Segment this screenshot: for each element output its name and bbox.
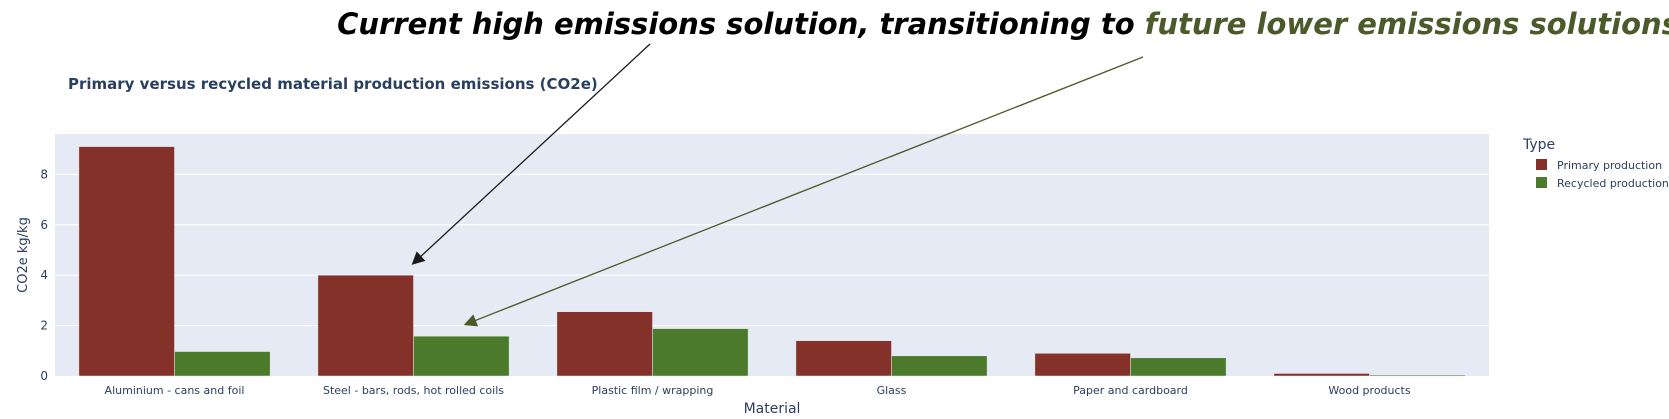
- bar-primary[interactable]: [317, 274, 414, 377]
- x-tick-label: Steel - bars, rods, hot rolled coils: [323, 384, 504, 397]
- x-tick-labels: Aluminium - cans and foil Steel - bars, r…: [105, 384, 1411, 397]
- grid-lines: [55, 173, 1489, 327]
- bar-primary[interactable]: [78, 146, 175, 377]
- bar-primary[interactable]: [1273, 373, 1370, 377]
- y-tick-label: 4: [40, 268, 48, 282]
- x-tick-label: Wood products: [1328, 384, 1410, 397]
- x-tick-label: Aluminium - cans and foil: [105, 384, 245, 397]
- bar-recycled[interactable]: [413, 335, 510, 377]
- legend-swatch[interactable]: [1536, 177, 1547, 188]
- legend-item-label[interactable]: Recycled production: [1557, 177, 1669, 190]
- x-tick-label: Paper and cardboard: [1073, 384, 1188, 397]
- y-tick-label: 2: [40, 319, 48, 333]
- y-axis-label: CO2e kg/kg: [16, 217, 31, 293]
- legend-item-label[interactable]: Primary production: [1557, 159, 1662, 172]
- y-tick-label: 0: [40, 369, 48, 383]
- plot-area: [55, 134, 1489, 376]
- x-axis-label: Material: [744, 401, 801, 417]
- bar-recycled[interactable]: [652, 328, 749, 377]
- annotation-arrow: [463, 56, 1144, 327]
- y-tick-label: 6: [40, 218, 48, 232]
- legend-swatch[interactable]: [1536, 159, 1547, 170]
- headline-annotation: Current high emissions solution, transit…: [337, 7, 1669, 41]
- annotation-arrows: [411, 43, 1144, 327]
- bar-recycled[interactable]: [1130, 357, 1227, 377]
- bar-primary[interactable]: [1034, 353, 1131, 377]
- x-tick-label: Glass: [877, 384, 907, 397]
- bars: [78, 146, 1466, 377]
- bar-recycled[interactable]: [891, 355, 988, 377]
- bar-primary[interactable]: [556, 311, 653, 377]
- annotation-arrow: [411, 43, 651, 265]
- y-tick-label: 8: [40, 167, 48, 181]
- headline-part2: future lower emissions solutions: [1145, 7, 1669, 41]
- x-tick-label: Plastic film / wrapping: [592, 384, 714, 397]
- bar-primary[interactable]: [795, 340, 892, 377]
- legend[interactable]: Type Primary production Recycled producti…: [1522, 137, 1669, 190]
- legend-title: Type: [1522, 137, 1555, 153]
- chart-title: Primary versus recycled material product…: [68, 75, 598, 93]
- bar-recycled[interactable]: [174, 351, 271, 377]
- headline-part1: Current high emissions solution, transit…: [337, 7, 1145, 41]
- y-tick-labels: 0 2 4 6 8: [40, 167, 48, 383]
- bar-recycled[interactable]: [1369, 374, 1466, 377]
